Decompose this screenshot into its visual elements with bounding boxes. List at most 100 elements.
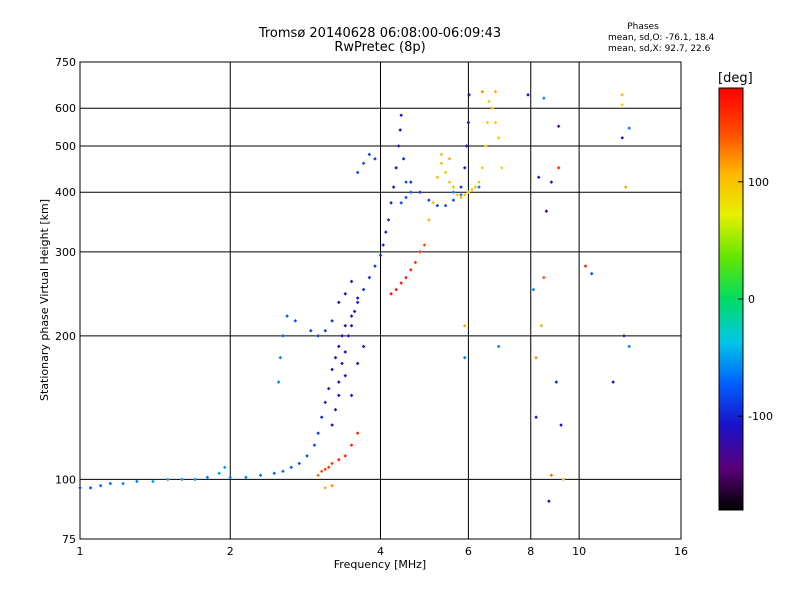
data-point: [316, 473, 320, 478]
data-point: [297, 461, 302, 466]
data-point: [459, 195, 463, 200]
data-point: [627, 344, 632, 349]
data-point: [427, 218, 431, 222]
data-point: [326, 386, 331, 391]
data-point: [493, 89, 498, 94]
chart-subtitle: RwPretec (8p): [334, 40, 426, 55]
data-point: [305, 454, 309, 458]
data-point: [352, 309, 357, 314]
y-tick-labels: 75 100 200 300 400 500 600 750: [55, 56, 76, 546]
data-point: [422, 243, 427, 247]
chart-title: Tromsø 20140628 06:08:00-06:09:43: [258, 26, 502, 41]
data-point: [404, 275, 408, 280]
phase-o-line: mean, sd,O: -76.1, 18.4: [608, 33, 715, 43]
colorbar-tick-label: 0: [748, 293, 755, 306]
data-point: [361, 161, 366, 166]
y-tick-label: 200: [55, 330, 76, 343]
data-point: [361, 287, 366, 292]
data-point: [401, 157, 406, 161]
data-point: [500, 166, 504, 170]
data-point: [435, 175, 440, 180]
data-point: [459, 193, 463, 197]
data-point: [281, 334, 285, 338]
data-point: [556, 124, 561, 129]
data-point: [343, 323, 348, 328]
data-point: [244, 475, 248, 480]
data-point: [427, 198, 431, 202]
data-point: [443, 203, 448, 208]
data-point: [394, 287, 398, 292]
data-point: [443, 170, 448, 175]
data-point: [549, 473, 554, 478]
data-point: [367, 275, 372, 280]
data-point: [389, 291, 393, 296]
data-point: [455, 193, 460, 197]
data-point: [330, 367, 334, 372]
data-point: [559, 423, 563, 427]
data-point: [337, 344, 341, 349]
data-point: [627, 126, 632, 130]
data-point: [346, 334, 351, 338]
y-tick-label: 500: [55, 140, 76, 153]
y-axis-label: Stationary phase Virtual Height [km]: [38, 199, 51, 401]
data-point: [373, 264, 377, 268]
data-point: [330, 319, 334, 323]
colorbar-tick-label: -100: [748, 410, 773, 423]
y-tick-label: 600: [55, 102, 76, 115]
data-point: [349, 314, 354, 318]
data-point: [337, 300, 341, 305]
data-point: [312, 443, 317, 447]
data-point: [413, 260, 418, 265]
data-point: [343, 373, 348, 378]
x-tick-label: 10: [572, 545, 586, 558]
data-point: [534, 355, 538, 360]
data-point: [483, 144, 488, 148]
data-point: [355, 361, 360, 366]
data-point: [620, 103, 625, 107]
data-point: [447, 180, 452, 184]
data-point: [447, 157, 452, 161]
data-point: [542, 275, 546, 280]
data-point: [355, 296, 360, 300]
data-point: [462, 355, 467, 360]
y-tick-label: 100: [55, 473, 76, 486]
data-point: [431, 201, 435, 205]
data-point: [496, 136, 501, 140]
data-point: [343, 454, 348, 458]
data-point: [464, 144, 469, 148]
data-point: [480, 89, 485, 94]
data-point: [408, 180, 413, 184]
data-point: [166, 477, 170, 482]
data-point: [526, 93, 530, 97]
data-point: [561, 477, 566, 482]
data-point: [108, 481, 113, 486]
data-point: [620, 93, 625, 97]
data-point: [355, 431, 360, 435]
data-point: [98, 483, 103, 488]
data-point: [404, 195, 408, 200]
data-point: [485, 120, 490, 125]
data-point: [435, 203, 440, 208]
colorbar-tick-label: 100: [748, 176, 769, 189]
data-point: [466, 190, 471, 195]
x-tick-label: 16: [674, 545, 688, 558]
data-point: [399, 201, 403, 205]
data-point: [493, 120, 498, 125]
data-point: [323, 467, 328, 472]
data-point: [289, 465, 294, 470]
data-point: [531, 287, 536, 292]
data-point: [222, 465, 227, 470]
data-point: [340, 334, 344, 338]
data-point: [349, 443, 354, 447]
data-point: [337, 393, 341, 398]
data-point: [462, 323, 467, 328]
data-point: [589, 271, 594, 276]
data-point: [121, 481, 125, 486]
data-point: [205, 475, 210, 480]
data-point: [386, 218, 391, 222]
data-point: [583, 264, 588, 268]
y-tick-label: 400: [55, 186, 76, 199]
data-point: [373, 157, 377, 161]
data-point: [323, 328, 328, 333]
data-point: [391, 185, 396, 189]
